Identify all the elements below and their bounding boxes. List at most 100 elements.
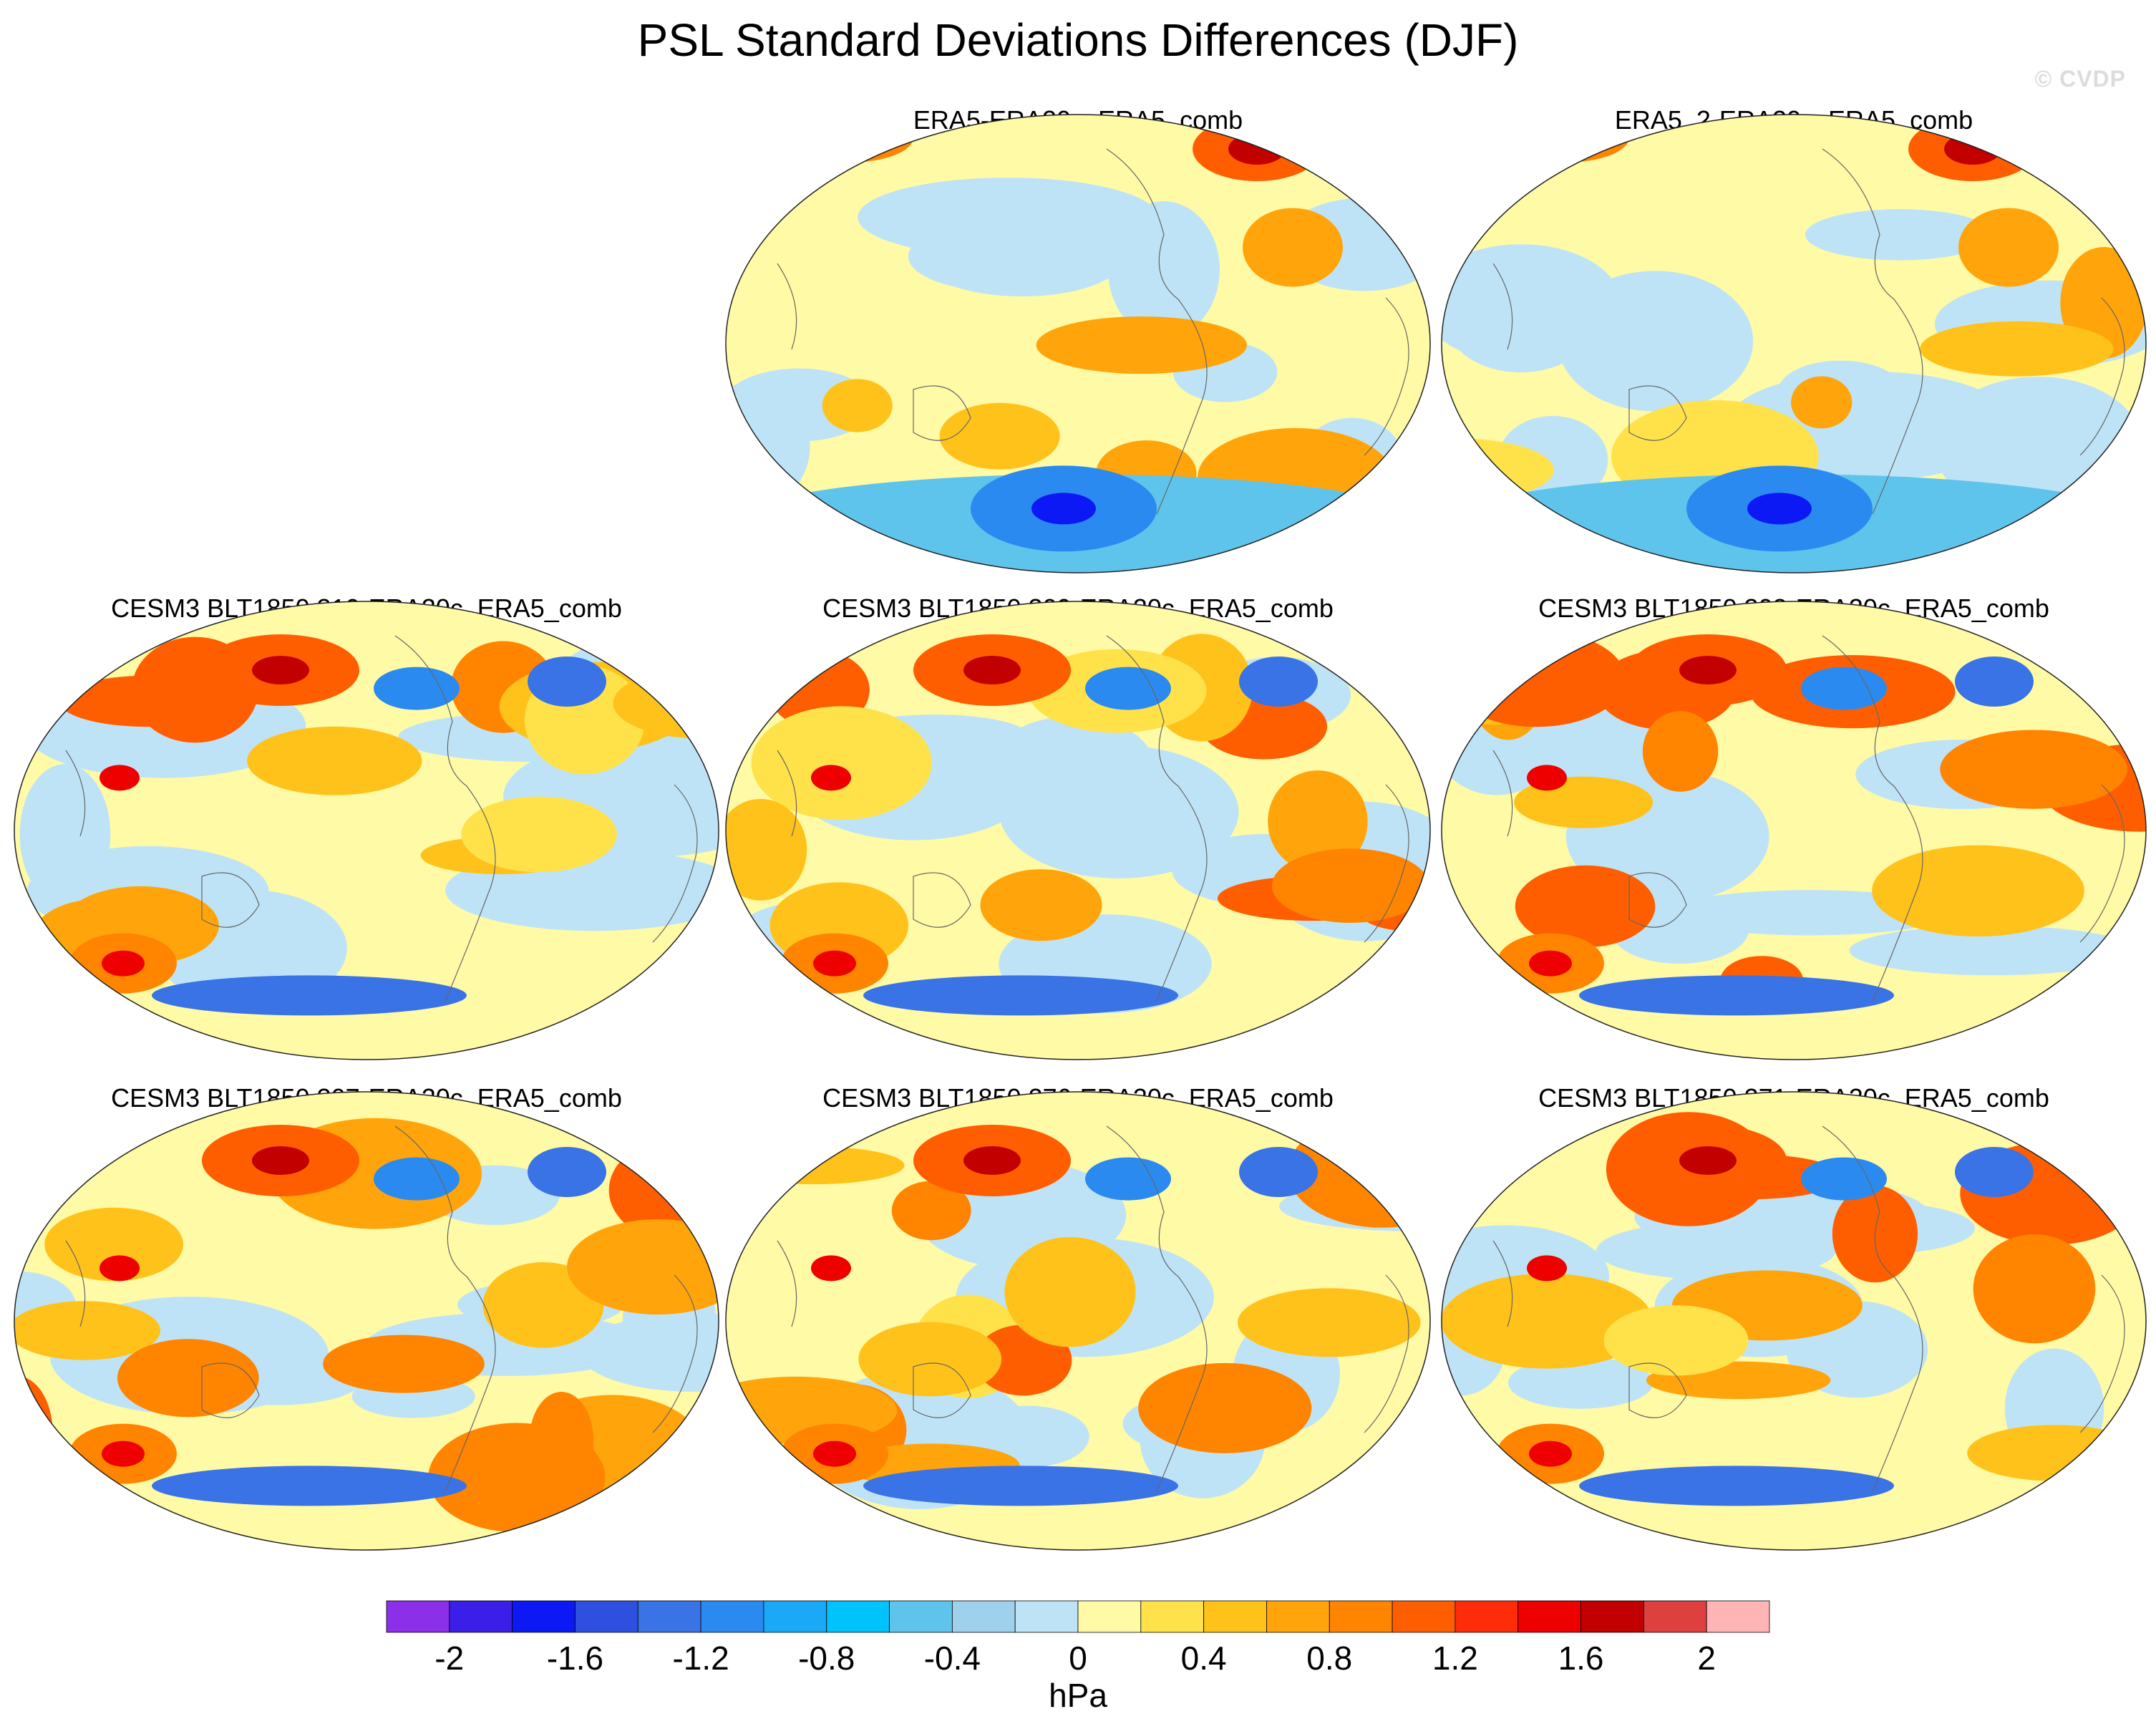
field-contour	[1239, 1147, 1318, 1197]
coastline-americas	[394, 1125, 496, 1492]
coastline	[1492, 1125, 2125, 1492]
colorbar-box	[1203, 1600, 1267, 1633]
coastline-africa	[2079, 784, 2125, 943]
colorbar-label: hPa	[1049, 1677, 1107, 1714]
coastline-asia-australia	[1492, 750, 1687, 928]
coastline-asia-australia	[1492, 1240, 1687, 1418]
field-contour	[1967, 1425, 2143, 1481]
coastline-americas	[1106, 1125, 1208, 1492]
field-contour	[152, 975, 467, 1016]
field-contour	[1031, 493, 1096, 525]
colorbar-box	[1077, 1600, 1142, 1633]
field-contour	[980, 869, 1102, 941]
field-contour	[152, 1466, 467, 1506]
coastline-africa	[2079, 1274, 2125, 1433]
field-contour	[1801, 1157, 1887, 1201]
field-contour	[863, 1466, 1178, 1506]
coastline-africa	[652, 784, 698, 943]
field-contour	[1747, 493, 1812, 525]
field-contour	[726, 1146, 905, 1185]
map-boundary	[1441, 1091, 2147, 1551]
field-contour	[1527, 765, 1567, 791]
coastline-asia-australia	[65, 750, 260, 928]
field-contour	[1138, 1362, 1312, 1453]
colorbar-box	[512, 1600, 576, 1633]
map-panel	[1442, 1092, 2146, 1550]
field-contour	[528, 1147, 606, 1197]
field-contour	[374, 1157, 460, 1201]
map-boundary	[725, 601, 1431, 1060]
field-contour	[428, 1423, 606, 1533]
field-contour	[813, 1440, 856, 1467]
field-contour	[1579, 1466, 1894, 1506]
colorbar-box	[449, 1600, 513, 1633]
coastline-americas	[1106, 148, 1208, 515]
field-contour	[1500, 115, 1629, 163]
field-contour	[858, 178, 1158, 257]
coastline-americas	[1822, 1125, 1923, 1492]
colorbar: -2 -1.6 -1.2 -0.8 -0.4 0 0.4 0.8 1.2 1.6 2 hPa	[386, 1600, 1770, 1714]
colorbar-tick-label: -1.6	[547, 1640, 603, 1677]
map-boundary	[14, 1091, 719, 1551]
map-panel	[726, 115, 1430, 573]
field-contour	[1801, 667, 1887, 710]
field-contour	[751, 706, 932, 820]
colorbar-box	[1140, 1600, 1205, 1633]
field-contour	[1237, 1288, 1421, 1357]
field-contour	[14, 672, 63, 717]
coastline-asia-australia	[1492, 263, 1687, 441]
field-contour	[1268, 770, 1368, 873]
colorbar-box	[951, 1600, 1016, 1633]
field-contour	[252, 656, 309, 684]
colorbar-box	[700, 1600, 764, 1633]
coastline-americas	[1106, 635, 1208, 1002]
coastline	[1492, 148, 2125, 515]
colorbar-tick-label: 0.8	[1306, 1640, 1352, 1677]
coastline	[777, 148, 1409, 515]
field-contour	[374, 667, 460, 710]
coastline-asia-australia	[777, 263, 971, 441]
field-contour	[1955, 657, 2034, 707]
coastline-asia-australia	[777, 1240, 971, 1418]
field-contour	[1944, 133, 2001, 165]
field-contour	[102, 950, 145, 977]
field-contour	[1004, 1236, 1136, 1347]
field-contour	[1036, 316, 1247, 374]
coastline-africa	[1364, 1274, 1409, 1433]
field-contour	[247, 726, 422, 795]
map-boundary	[725, 114, 1431, 573]
colorbar-box	[637, 1600, 701, 1633]
field-contour	[963, 656, 1021, 684]
colorbar-tick-label: 1.6	[1558, 1640, 1604, 1677]
coastline-africa	[1364, 784, 1409, 943]
colorbar-tick-label: 0	[1069, 1640, 1087, 1677]
figure-title: PSL Standard Deviations Differences (DJF…	[637, 14, 1519, 66]
field-contour	[811, 1255, 851, 1282]
colorbar-box	[1014, 1600, 1079, 1633]
field-contour	[1507, 1357, 1654, 1409]
map-boundary	[725, 1091, 1431, 1551]
colorbar-box	[1580, 1600, 1644, 1633]
map-panel	[726, 1092, 1430, 1550]
field-contour	[726, 384, 810, 510]
field-contour	[991, 716, 1155, 817]
field-contour	[1958, 208, 2059, 287]
field-contour	[323, 1335, 485, 1393]
field-contour	[117, 1339, 259, 1418]
map-boundary	[1441, 601, 2147, 1060]
field-contour	[1085, 1157, 1171, 1201]
colorbar-box	[1518, 1600, 1581, 1633]
colorbar-tick-label: -1.2	[672, 1640, 729, 1677]
field-contour	[858, 1322, 1002, 1397]
field-contour	[1529, 1440, 1572, 1467]
colorbar-tick-label: 2	[1697, 1640, 1716, 1677]
field-contour	[1085, 667, 1171, 710]
colorbar-box	[1329, 1600, 1393, 1633]
field-contour	[1271, 848, 1429, 924]
field-contour	[1679, 656, 1737, 684]
field-contour	[1228, 133, 1286, 165]
colorbar-box	[1455, 1600, 1519, 1633]
field-contour	[580, 1313, 719, 1392]
field-contour	[963, 1146, 1021, 1175]
